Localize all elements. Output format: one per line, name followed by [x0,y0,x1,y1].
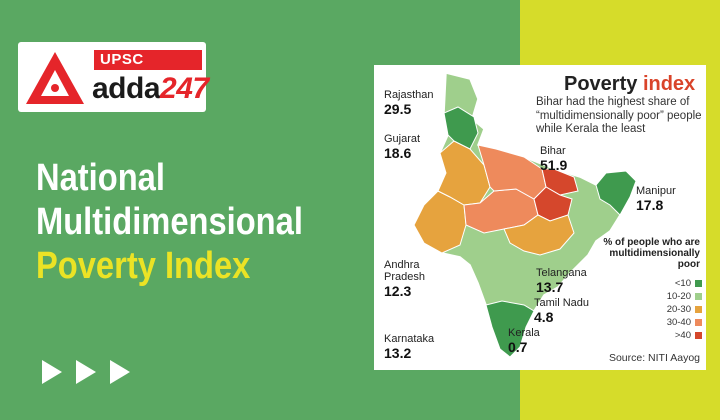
adda247-logo[interactable]: UPSC adda247 [18,42,209,112]
north-low-region [443,106,479,150]
legend-item: >40 [650,329,702,342]
headline-line-3: Poverty Index [36,245,251,287]
state-label-andhra-pradesh: Andhra Pradesh 12.3 [384,259,425,299]
legend-item: 10-20 [650,290,702,303]
state-label-rajasthan: Rajasthan 29.5 [384,89,434,117]
upsc-tag: UPSC [94,50,202,70]
india-map [413,72,637,359]
headline: National Multidimensional Poverty Index [36,156,303,288]
infographic-subtitle: Bihar had the highest share of “multidim… [536,96,702,135]
headline-line-2: Multidimensional [36,201,303,243]
triple-arrow-icon[interactable] [40,358,132,386]
legend-item: 30-40 [650,316,702,329]
legend-swatch [695,280,702,287]
legend-swatch [695,306,702,313]
state-label-kerala: Kerala 0.7 [508,327,540,355]
south-low-region [485,300,535,358]
legend-title: % of people who are multidimensionally p… [603,237,700,270]
legend-swatch [695,319,702,326]
state-label-gujarat: Gujarat 18.6 [384,133,421,161]
headline-line-1: National [36,157,165,199]
state-label-telangana: Telangana 13.7 [536,267,587,295]
state-label-manipur: Manipur 17.8 [636,185,676,213]
adda-wordmark: adda247 [92,72,209,105]
poverty-index-infographic: Poverty index Bihar had the highest shar… [374,65,706,370]
central-east-region [503,214,575,256]
legend: <10 10-20 20-30 30-40 >40 [650,277,702,342]
source-credit: Source: NITI Aayog [608,352,700,364]
legend-swatch [695,293,702,300]
legend-item: <10 [650,277,702,290]
legend-item: 20-30 [650,303,702,316]
state-label-tamil-nadu: Tamil Nadu 4.8 [534,297,590,325]
legend-swatch [695,332,702,339]
infographic-title: Poverty index [564,73,696,95]
state-label-karnataka: Karnataka 13.2 [384,333,435,361]
adda-triangle-logo-icon [26,52,84,104]
northeast-region [595,170,637,216]
state-label-bihar: Bihar 51.9 [540,145,568,173]
